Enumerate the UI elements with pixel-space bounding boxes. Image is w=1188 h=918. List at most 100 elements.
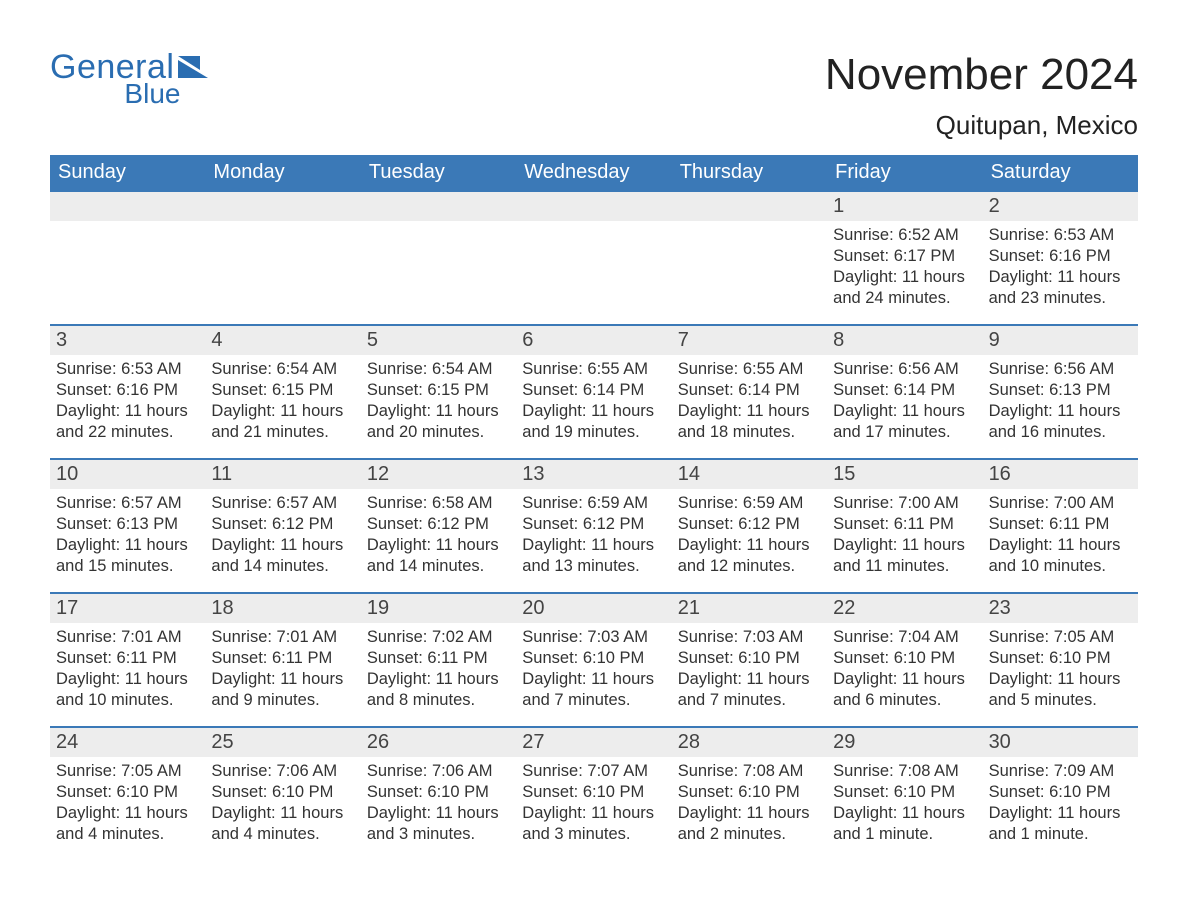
sunset-value: 6:11 PM: [894, 515, 954, 533]
sunset-value: 6:14 PM: [738, 381, 799, 399]
sunset-label: Sunset:: [522, 381, 583, 399]
daylight-label: Daylight:: [678, 804, 747, 822]
day-number: 26: [367, 731, 389, 753]
day-cell: 22Sunrise: 7:04 AMSunset: 6:10 PMDayligh…: [827, 594, 982, 726]
day-number: 11: [211, 463, 232, 485]
sunset-value: 6:15 PM: [427, 381, 488, 399]
day-number: 18: [211, 597, 233, 619]
week-row: 17Sunrise: 7:01 AMSunset: 6:11 PMDayligh…: [50, 592, 1138, 726]
day-number-bar: 21: [672, 594, 827, 623]
sunrise-value: 7:05 AM: [121, 762, 182, 780]
sunrise-label: Sunrise:: [833, 494, 898, 512]
sunrise-label: Sunrise:: [989, 628, 1054, 646]
dow-cell: Saturday: [983, 155, 1138, 192]
daylight-label: Daylight:: [522, 804, 591, 822]
day-cell: 2Sunrise: 6:53 AMSunset: 6:16 PMDaylight…: [983, 192, 1138, 324]
sunrise-label: Sunrise:: [989, 360, 1054, 378]
sunset-line: Sunset: 6:11 PM: [56, 648, 199, 669]
day-number: 22: [833, 597, 855, 619]
day-cell: 25Sunrise: 7:06 AMSunset: 6:10 PMDayligh…: [205, 728, 360, 860]
logo: General Blue: [50, 50, 212, 108]
sunset-label: Sunset:: [522, 515, 583, 533]
day-body: Sunrise: 7:08 AMSunset: 6:10 PMDaylight:…: [672, 757, 827, 845]
day-body: Sunrise: 7:00 AMSunset: 6:11 PMDaylight:…: [983, 489, 1138, 577]
sunrise-label: Sunrise:: [56, 494, 121, 512]
day-body: Sunrise: 7:03 AMSunset: 6:10 PMDaylight:…: [672, 623, 827, 711]
logo-text: General Blue: [50, 50, 174, 108]
sunset-label: Sunset:: [678, 783, 739, 801]
day-cell: 8Sunrise: 6:56 AMSunset: 6:14 PMDaylight…: [827, 326, 982, 458]
day-number: 1: [833, 195, 844, 217]
daylight-line: Daylight: 11 hours and 19 minutes.: [522, 401, 665, 443]
day-body: Sunrise: 7:01 AMSunset: 6:11 PMDaylight:…: [205, 623, 360, 711]
sunrise-label: Sunrise:: [367, 494, 432, 512]
sunset-value: 6:14 PM: [894, 381, 955, 399]
daylight-line: Daylight: 11 hours and 14 minutes.: [367, 535, 510, 577]
sunrise-line: Sunrise: 6:59 AM: [522, 493, 665, 514]
day-number: 28: [678, 731, 700, 753]
day-number-bar: 13: [516, 460, 671, 489]
sunrise-line: Sunrise: 7:09 AM: [989, 761, 1132, 782]
sunset-value: 6:12 PM: [738, 515, 799, 533]
day-body: Sunrise: 7:07 AMSunset: 6:10 PMDaylight:…: [516, 757, 671, 845]
daylight-line: Daylight: 11 hours and 23 minutes.: [989, 267, 1132, 309]
daylight-line: Daylight: 11 hours and 1 minute.: [833, 803, 976, 845]
day-cell: 9Sunrise: 6:56 AMSunset: 6:13 PMDaylight…: [983, 326, 1138, 458]
day-body: Sunrise: 7:02 AMSunset: 6:11 PMDaylight:…: [361, 623, 516, 711]
location-label: Quitupan, Mexico: [825, 110, 1138, 141]
sunrise-value: 7:02 AM: [432, 628, 493, 646]
day-number-bar: 5: [361, 326, 516, 355]
daylight-label: Daylight:: [989, 804, 1058, 822]
sunset-label: Sunset:: [678, 649, 739, 667]
sunrise-value: 6:56 AM: [898, 360, 959, 378]
day-number: 20: [522, 597, 544, 619]
sunrise-value: 7:05 AM: [1054, 628, 1115, 646]
day-number: 15: [833, 463, 855, 485]
day-body: Sunrise: 7:05 AMSunset: 6:10 PMDaylight:…: [983, 623, 1138, 711]
daylight-line: Daylight: 11 hours and 6 minutes.: [833, 669, 976, 711]
daylight-line: Daylight: 11 hours and 15 minutes.: [56, 535, 199, 577]
day-body: Sunrise: 7:00 AMSunset: 6:11 PMDaylight:…: [827, 489, 982, 577]
daylight-line: Daylight: 11 hours and 17 minutes.: [833, 401, 976, 443]
day-number-bar: 8: [827, 326, 982, 355]
day-number: 17: [56, 597, 78, 619]
week-row: 24Sunrise: 7:05 AMSunset: 6:10 PMDayligh…: [50, 726, 1138, 860]
day-number-bar: 10: [50, 460, 205, 489]
sunrise-label: Sunrise:: [367, 360, 432, 378]
sunrise-value: 7:01 AM: [277, 628, 338, 646]
sunrise-value: 7:06 AM: [277, 762, 338, 780]
day-number: 19: [367, 597, 389, 619]
dow-cell: Friday: [827, 155, 982, 192]
daylight-line: Daylight: 11 hours and 3 minutes.: [522, 803, 665, 845]
day-cell: 12Sunrise: 6:58 AMSunset: 6:12 PMDayligh…: [361, 460, 516, 592]
daylight-label: Daylight:: [367, 536, 436, 554]
day-number: 5: [367, 329, 378, 351]
sunrise-label: Sunrise:: [833, 226, 898, 244]
sunrise-line: Sunrise: 7:00 AM: [989, 493, 1132, 514]
day-number-bar: 11: [205, 460, 360, 489]
day-number-bar: 12: [361, 460, 516, 489]
daylight-line: Daylight: 11 hours and 20 minutes.: [367, 401, 510, 443]
day-body: Sunrise: 6:55 AMSunset: 6:14 PMDaylight:…: [672, 355, 827, 443]
daylight-label: Daylight:: [522, 536, 591, 554]
sunrise-label: Sunrise:: [678, 494, 743, 512]
sunset-line: Sunset: 6:10 PM: [678, 648, 821, 669]
daylight-line: Daylight: 11 hours and 4 minutes.: [56, 803, 199, 845]
sunset-line: Sunset: 6:12 PM: [522, 514, 665, 535]
day-number: 6: [522, 329, 533, 351]
sunset-label: Sunset:: [833, 381, 894, 399]
sunset-value: 6:10 PM: [583, 649, 644, 667]
sunset-line: Sunset: 6:15 PM: [211, 380, 354, 401]
sunset-value: 6:16 PM: [117, 381, 178, 399]
sunset-value: 6:10 PM: [583, 783, 644, 801]
sunrise-label: Sunrise:: [56, 762, 121, 780]
sunrise-value: 7:09 AM: [1054, 762, 1115, 780]
sunset-value: 6:10 PM: [427, 783, 488, 801]
calendar-page: General Blue November 2024 Quitupan, Mex…: [0, 0, 1188, 890]
sunrise-value: 7:00 AM: [898, 494, 959, 512]
sunrise-label: Sunrise:: [522, 360, 587, 378]
day-number-bar: 3: [50, 326, 205, 355]
sunset-line: Sunset: 6:13 PM: [989, 380, 1132, 401]
daylight-label: Daylight:: [678, 670, 747, 688]
daylight-line: Daylight: 11 hours and 7 minutes.: [522, 669, 665, 711]
